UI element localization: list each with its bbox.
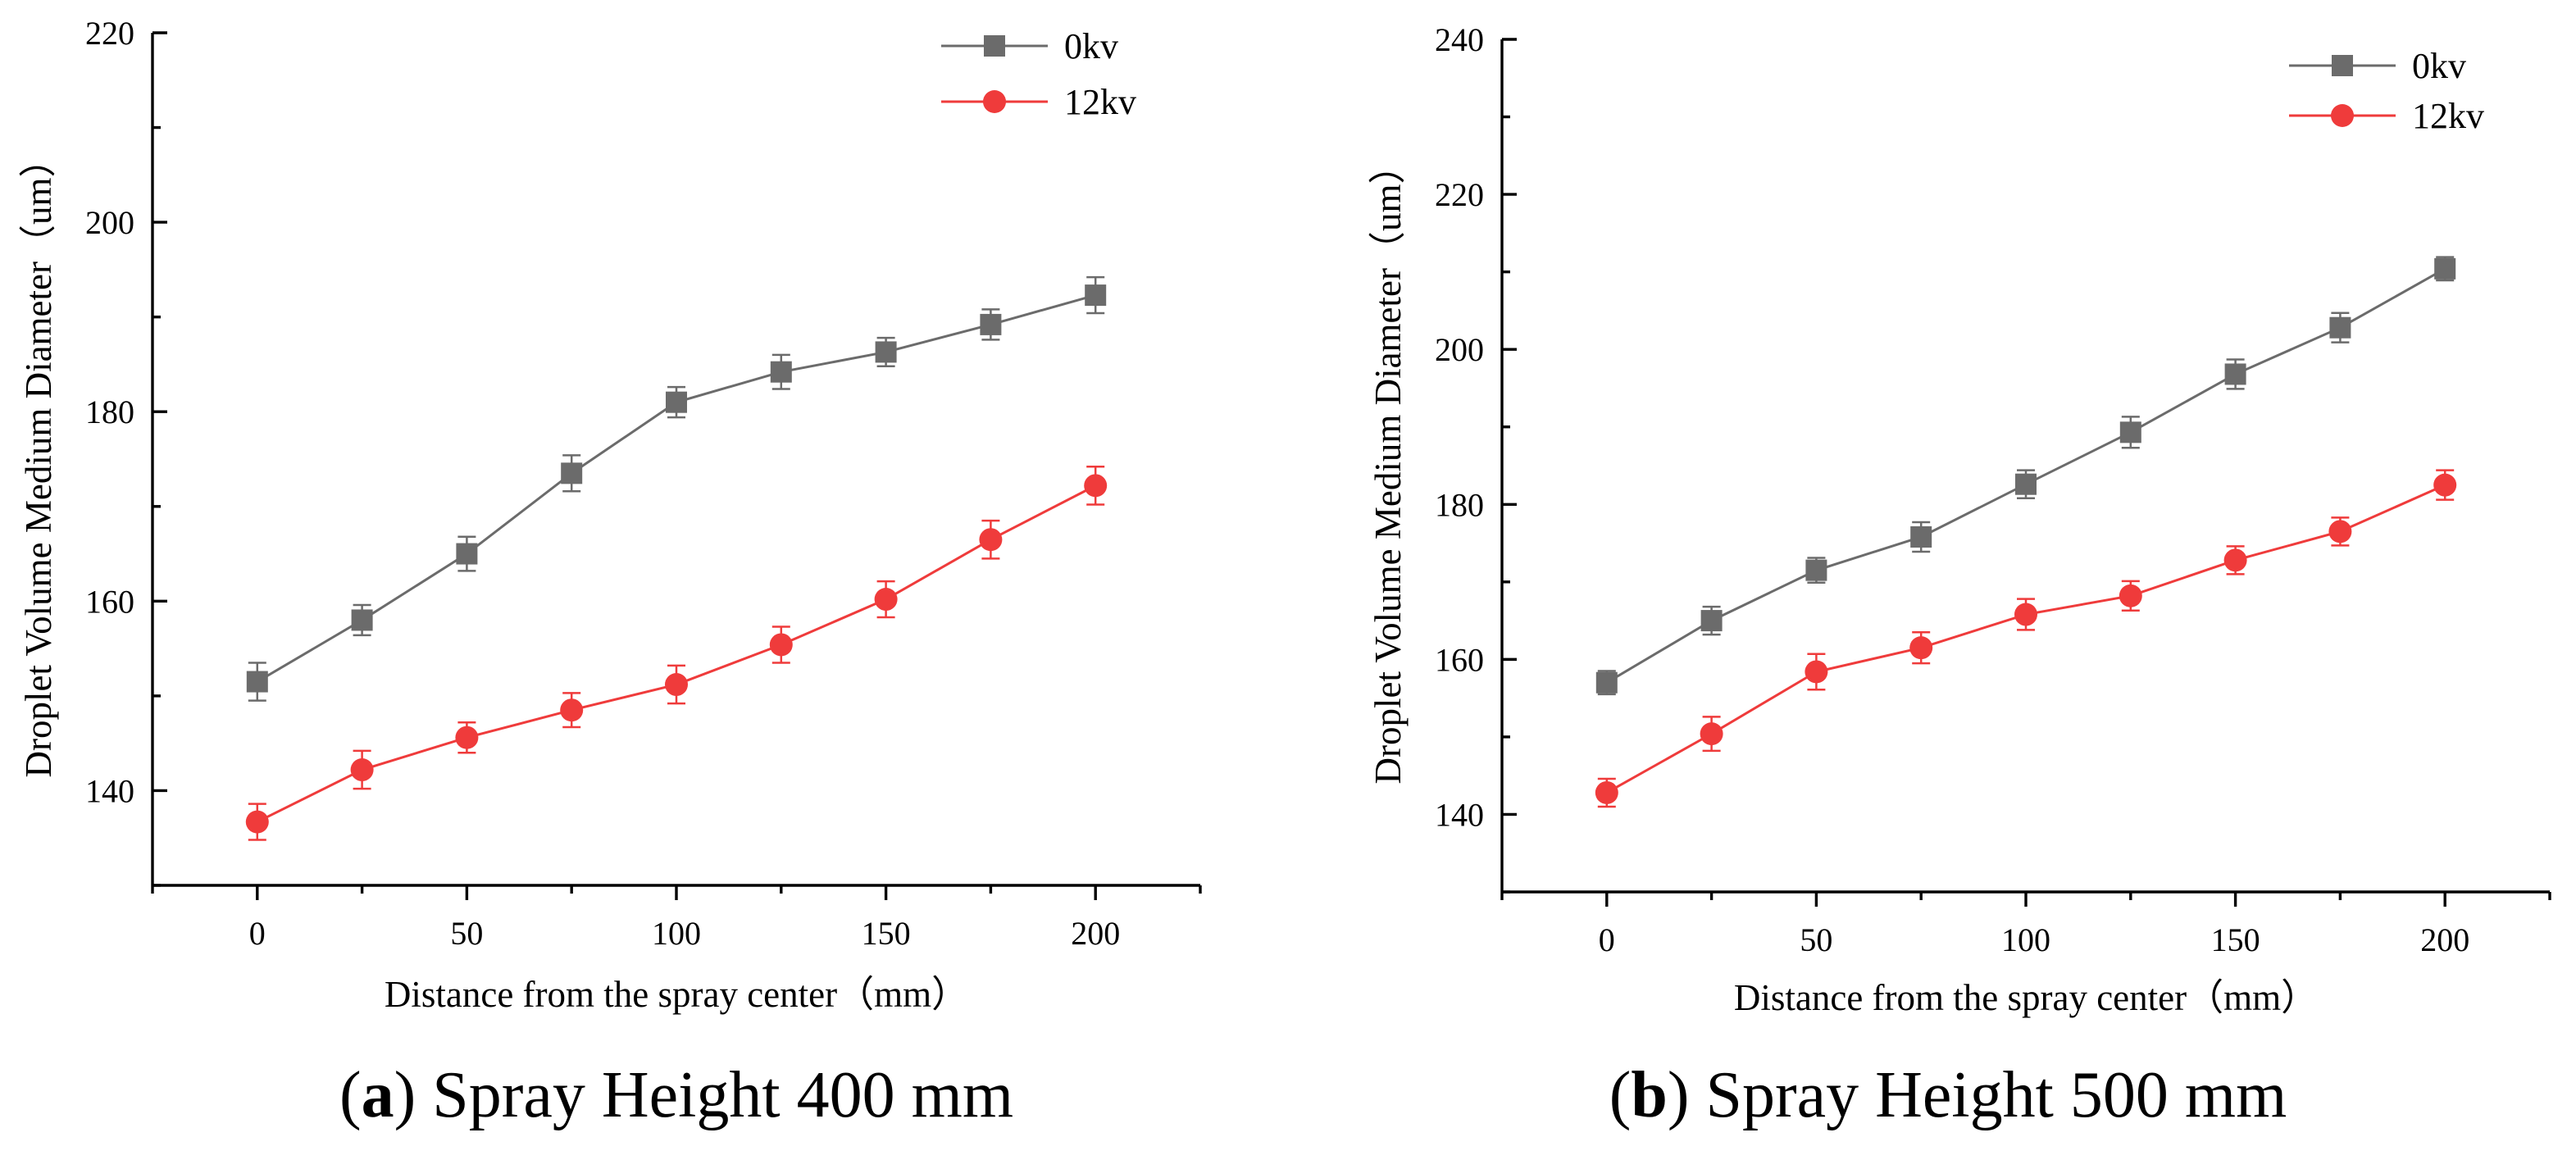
legend-label-12kv: 12kv bbox=[2412, 96, 2484, 136]
x-tick-label: 200 bbox=[1071, 915, 1120, 952]
x-tick-label: 0 bbox=[249, 915, 266, 952]
data-point-0kv bbox=[2329, 316, 2351, 339]
caption-text: Spray Height 400 mm bbox=[416, 1059, 1013, 1131]
series-line-12kv bbox=[1606, 484, 2446, 794]
series-line-12kv bbox=[257, 484, 1096, 823]
y-tick-label: 220 bbox=[1435, 176, 1484, 213]
caption-letter: b bbox=[1631, 1059, 1668, 1131]
legend-item-12kv: 12kv bbox=[941, 82, 1136, 122]
y-axis-title: Droplet Volume Medium Diameter（um） bbox=[1368, 148, 1409, 785]
data-point-12kv bbox=[2119, 584, 2142, 607]
data-point-0kv bbox=[1085, 284, 1107, 307]
data-point-0kv bbox=[980, 313, 1002, 335]
legend-item-12kv: 12kv bbox=[2289, 96, 2484, 136]
x-tick-label: 100 bbox=[652, 915, 701, 952]
data-point-12kv bbox=[245, 810, 269, 834]
data-point-12kv bbox=[1700, 722, 1723, 746]
caption-letter: a bbox=[362, 1059, 394, 1131]
data-point-0kv bbox=[2434, 257, 2456, 280]
legend-item-0kv: 0kv bbox=[941, 26, 1118, 66]
data-point-0kv bbox=[561, 462, 583, 484]
caption-close-paren: ) bbox=[394, 1059, 416, 1131]
x-axis-title: Distance from the spray center（mm） bbox=[385, 974, 968, 1015]
y-tick-label: 220 bbox=[85, 15, 134, 52]
x-axis-title: Distance from the spray center（mm） bbox=[1734, 977, 2318, 1018]
x-tick-label: 0 bbox=[1599, 921, 1615, 958]
x-tick-label: 100 bbox=[2001, 921, 2050, 958]
legend-marker bbox=[2331, 104, 2354, 127]
data-point-12kv bbox=[2223, 548, 2247, 572]
y-tick-label: 200 bbox=[85, 204, 134, 241]
data-point-12kv bbox=[1909, 636, 1933, 660]
data-point-12kv bbox=[979, 528, 1003, 552]
panel-caption: (a) Spray Height 400 mm bbox=[339, 1059, 1013, 1131]
series-0kv bbox=[1595, 256, 2456, 696]
data-point-0kv bbox=[2015, 473, 2037, 495]
data-point-12kv bbox=[2328, 520, 2352, 544]
series-12kv bbox=[245, 465, 1108, 841]
y-tick-label: 140 bbox=[85, 772, 134, 809]
y-tick-label: 180 bbox=[85, 393, 134, 430]
caption-open-paren: ( bbox=[339, 1059, 362, 1131]
data-point-12kv bbox=[455, 726, 479, 749]
y-tick-label: 160 bbox=[1435, 641, 1484, 678]
data-point-12kv bbox=[769, 633, 793, 657]
x-tick-label: 200 bbox=[2420, 921, 2469, 958]
y-tick-label: 240 bbox=[1435, 21, 1484, 58]
y-tick-label: 200 bbox=[1435, 331, 1484, 368]
data-point-0kv bbox=[875, 341, 897, 363]
x-tick-label: 150 bbox=[862, 915, 911, 952]
y-tick-label: 160 bbox=[85, 583, 134, 620]
data-point-12kv bbox=[560, 698, 584, 722]
data-point-0kv bbox=[351, 609, 373, 631]
caption-text: Spray Height 500 mm bbox=[1689, 1059, 2287, 1131]
data-point-0kv bbox=[1910, 525, 1932, 548]
data-point-0kv bbox=[666, 391, 687, 413]
data-point-0kv bbox=[456, 543, 478, 565]
legend-item-0kv: 0kv bbox=[2289, 46, 2466, 86]
data-point-0kv bbox=[2224, 363, 2246, 385]
data-point-12kv bbox=[874, 588, 898, 612]
series-line-0kv bbox=[257, 293, 1096, 683]
y-tick-label: 140 bbox=[1435, 796, 1484, 833]
x-tick-label: 150 bbox=[2211, 921, 2260, 958]
data-point-0kv bbox=[246, 671, 268, 693]
data-point-12kv bbox=[1595, 780, 1618, 804]
x-tick-label: 50 bbox=[450, 915, 483, 952]
caption-open-paren: ( bbox=[1609, 1059, 1632, 1131]
panel-caption: (b) Spray Height 500 mm bbox=[1609, 1059, 2287, 1131]
data-point-12kv bbox=[1805, 660, 1828, 684]
data-point-12kv bbox=[350, 758, 374, 782]
chart-panel-a: 140 160 180 200 220 0 50 100 150 200 Distance from… bbox=[18, 15, 1202, 1131]
legend-marker bbox=[984, 35, 1005, 57]
legend-label-0kv: 0kv bbox=[1064, 26, 1118, 66]
series-0kv bbox=[246, 275, 1107, 702]
data-point-0kv bbox=[1595, 671, 1618, 694]
data-point-12kv bbox=[2014, 603, 2037, 626]
legend-marker bbox=[2332, 55, 2353, 76]
x-tick-label: 50 bbox=[1800, 921, 1832, 958]
legend-marker bbox=[983, 90, 1006, 113]
legend-label-0kv: 0kv bbox=[2412, 46, 2466, 86]
data-point-0kv bbox=[1700, 610, 1723, 632]
chart-panel-b: 140 160 180 200 220 240 0 50 100 150 200 Distance f… bbox=[1368, 21, 2551, 1131]
legend-label-12kv: 12kv bbox=[1064, 82, 1136, 122]
y-tick-label: 180 bbox=[1435, 486, 1484, 523]
data-point-0kv bbox=[1805, 559, 1827, 581]
data-point-12kv bbox=[2433, 473, 2457, 497]
series-12kv bbox=[1595, 469, 2457, 808]
data-point-0kv bbox=[2119, 421, 2141, 443]
data-point-12kv bbox=[1084, 474, 1108, 498]
y-axis-title: Droplet Volume Medium Diameter（um） bbox=[18, 141, 59, 778]
data-point-12kv bbox=[665, 673, 688, 697]
data-point-0kv bbox=[770, 361, 792, 383]
caption-close-paren: ) bbox=[1668, 1059, 1690, 1131]
